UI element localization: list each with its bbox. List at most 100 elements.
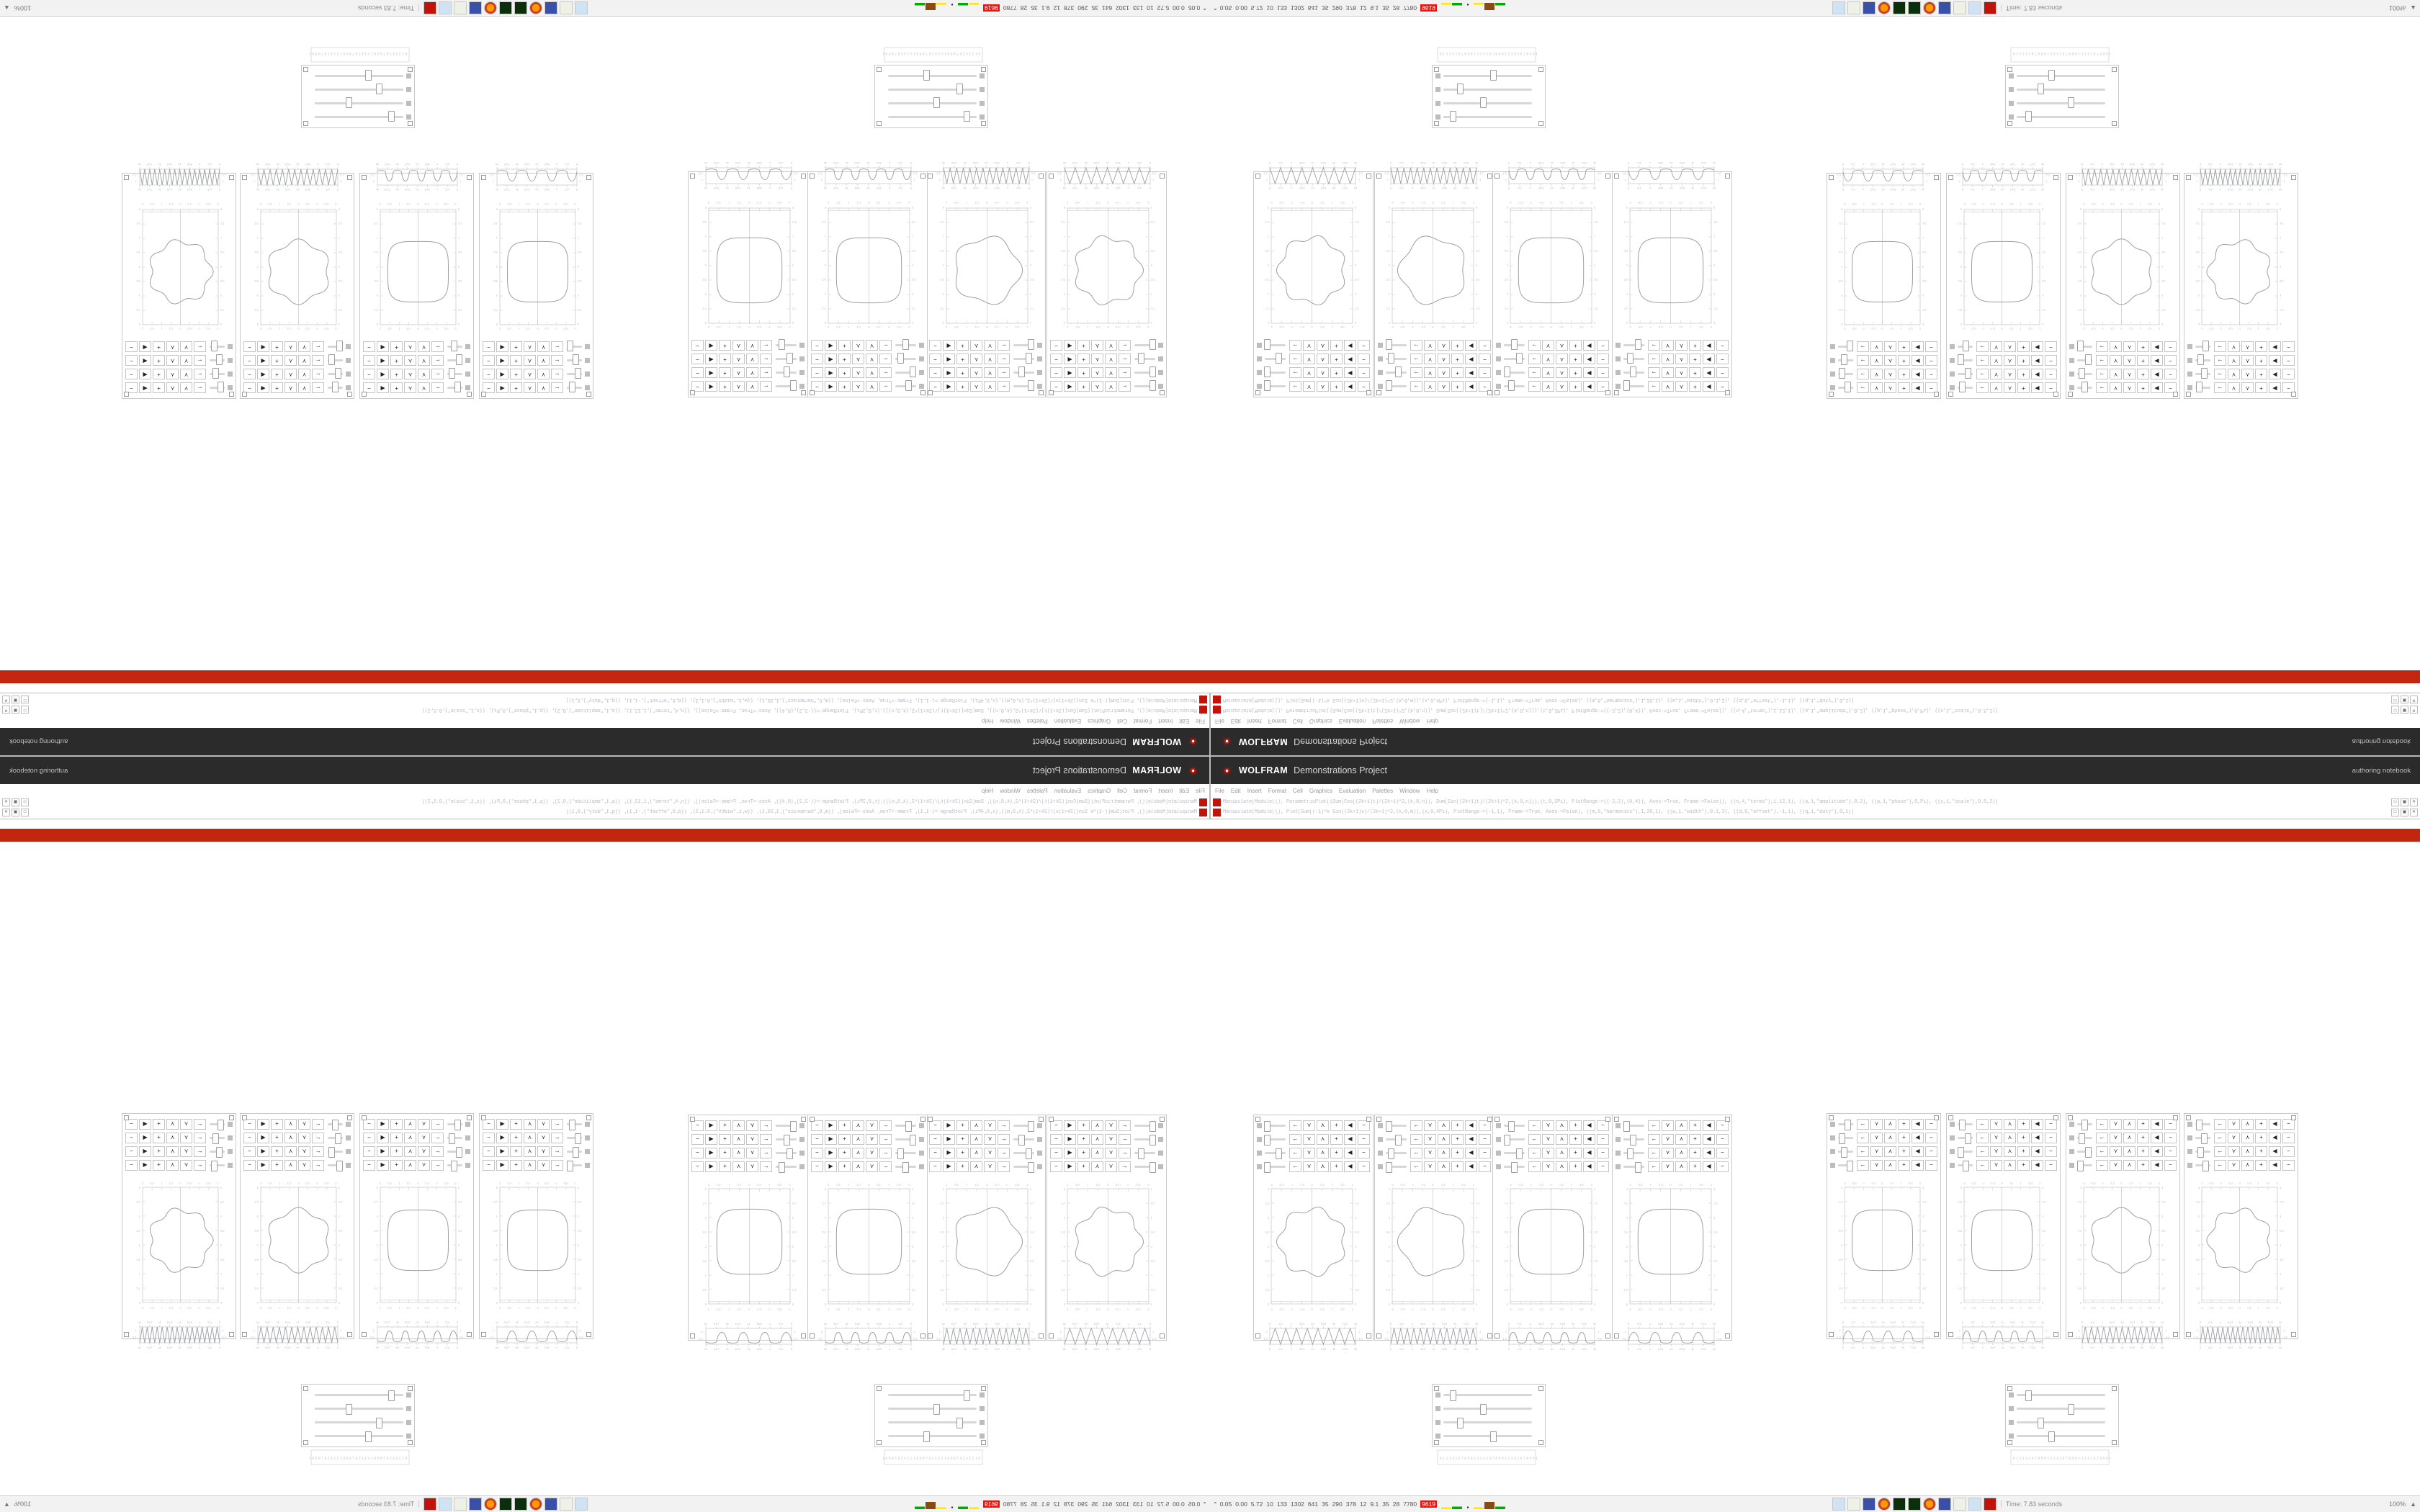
panel-resize-handle[interactable]: [1948, 392, 1953, 397]
slider-thumb[interactable]: [778, 339, 785, 351]
collapse-control-icon[interactable]: [228, 1135, 233, 1140]
manipulate-panel[interactable]: ← ⋎ ⋏ + ◀ − ← ⋎ ⋏ + ◀ − ← ⋎ ⋏ + ◀ − ← ⋎ ⋏ + ◀ −0 0 1/2 1/2 1 1 3/2 3/2…: [240, 1113, 354, 1349]
menu-item-insert[interactable]: Insert: [1158, 718, 1173, 724]
collapse-control-icon[interactable]: [1615, 343, 1621, 348]
slider-thumb[interactable]: [2197, 1146, 2205, 1158]
add-button[interactable]: +: [271, 382, 283, 394]
add-button[interactable]: +: [838, 381, 851, 392]
play-button[interactable]: ◀: [825, 367, 837, 379]
remove-button[interactable]: −: [811, 367, 823, 379]
slider-thumb[interactable]: [1275, 1148, 1282, 1159]
collapse-control-icon[interactable]: [1496, 343, 1501, 348]
slider-thumb[interactable]: [1623, 1120, 1631, 1132]
play-reverse-button[interactable]: ⋎: [866, 1133, 878, 1145]
collapse-control-icon[interactable]: [2187, 1135, 2192, 1140]
add-button[interactable]: +: [1451, 354, 1464, 365]
collapse-control-icon[interactable]: [465, 1121, 470, 1127]
play-reverse-button[interactable]: ⋎: [1105, 367, 1117, 379]
slider-track[interactable]: [1838, 368, 1853, 379]
menu-item-file[interactable]: File: [1215, 788, 1224, 794]
step-back-button[interactable]: ←: [879, 1161, 892, 1172]
manipulate-control-row[interactable]: ← ⋎ ⋏ + ◀ −: [1830, 368, 1937, 380]
slider-track[interactable]: [1013, 1161, 1035, 1173]
slider-thumb[interactable]: [572, 354, 579, 366]
remove-button[interactable]: −: [1479, 1147, 1491, 1158]
manipulate-control-row[interactable]: ← ⋎ ⋏ + ◀ −: [1496, 353, 1609, 365]
add-button[interactable]: +: [838, 1133, 851, 1145]
manipulate-controls[interactable]: ← ⋎ ⋏ + ◀ − ← ⋎ ⋏ + ◀ − ← ⋎ ⋏ + ◀ − ← ⋎ ⋏ + ◀ −: [689, 335, 807, 397]
play-forward-button[interactable]: ⋏: [166, 1146, 179, 1157]
manipulate-control-row[interactable]: [878, 84, 985, 96]
add-button[interactable]: +: [719, 381, 731, 392]
panel-resize-handle[interactable]: [810, 174, 815, 179]
play-reverse-button[interactable]: ⋎: [1424, 1120, 1436, 1131]
play-forward-button[interactable]: ⋏: [2123, 1132, 2136, 1143]
collapse-control-icon[interactable]: [919, 1150, 924, 1156]
play-button[interactable]: ◀: [377, 382, 389, 394]
animation-controls[interactable]: ← ⋎ ⋏ + ◀ −: [1050, 354, 1131, 365]
remove-button[interactable]: −: [1358, 354, 1370, 365]
cell-window-buttons[interactable]: □ ▣ ✕: [0, 696, 29, 704]
play-button[interactable]: ◀: [257, 1159, 269, 1171]
slider-thumb[interactable]: [1844, 382, 1851, 393]
slider-thumb[interactable]: [786, 1148, 793, 1159]
firefox-icon[interactable]: [1877, 1, 1891, 14]
manipulate-control-row[interactable]: ← ⋎ ⋏ + ◀ −: [2187, 1132, 2295, 1144]
wolfram-icon[interactable]: [424, 1, 437, 14]
manipulate-control-row[interactable]: ← ⋎ ⋏ + ◀ −: [363, 341, 470, 353]
manipulate-control-row[interactable]: ← ⋎ ⋏ + ◀ −: [929, 380, 1042, 392]
add-button[interactable]: +: [956, 1133, 969, 1145]
play-forward-button[interactable]: ⋏: [970, 1147, 982, 1158]
animation-controls[interactable]: ← ⋎ ⋏ + ◀ −: [2214, 1146, 2295, 1157]
collapse-control-icon[interactable]: [1037, 370, 1042, 376]
manipulate-control-row[interactable]: ← ⋎ ⋏ + ◀ −: [483, 1146, 590, 1158]
slider-track[interactable]: [895, 353, 916, 364]
menu-item-edit[interactable]: Edit: [1179, 718, 1190, 724]
play-reverse-button[interactable]: ⋎: [1990, 1118, 2002, 1130]
collapse-control-icon[interactable]: [2009, 1419, 2014, 1425]
remove-button[interactable]: −: [2282, 355, 2295, 366]
play-reverse-button[interactable]: ⋎: [537, 355, 550, 366]
remove-button[interactable]: −: [1597, 340, 1609, 351]
step-back-button[interactable]: ←: [1976, 1118, 1989, 1130]
manipulate-control-row[interactable]: ← ⋎ ⋏ + ◀ −: [363, 1132, 470, 1144]
play-reverse-button[interactable]: ⋎: [2228, 355, 2240, 366]
manipulate-control-row[interactable]: ← ⋎ ⋏ + ◀ −: [1830, 354, 1937, 366]
slider-track[interactable]: [315, 84, 403, 95]
slider-track[interactable]: [315, 70, 403, 81]
taskbar-center[interactable]: Time: 7.83 seconds: [1505, 1498, 2389, 1511]
taskbar[interactable]: ⌃ 0.05 0.00 5.72 10 133 1302 641 35 290 378 12 9.1 35…: [1210, 1495, 2420, 1512]
play-button[interactable]: ◀: [496, 382, 508, 394]
manipulate-controls[interactable]: ← ⋎ ⋏ + ◀ − ← ⋎ ⋏ + ◀ − ← ⋎ ⋏ + ◀ − ← ⋎ ⋏ + ◀ −: [1047, 1115, 1166, 1177]
menu-item-evaluation[interactable]: Evaluation: [1338, 718, 1366, 724]
add-button[interactable]: +: [1689, 1133, 1701, 1145]
manipulate-controls[interactable]: ← ⋎ ⋏ + ◀ − ← ⋎ ⋏ + ◀ − ← ⋎ ⋏ + ◀ − ← ⋎ ⋏ + ◀ −: [2184, 1114, 2298, 1176]
step-back-button[interactable]: ←: [431, 1159, 444, 1171]
add-button[interactable]: +: [2255, 341, 2267, 353]
step-back-button[interactable]: ←: [2096, 1118, 2108, 1130]
remove-button[interactable]: −: [2045, 341, 2057, 353]
remove-button[interactable]: −: [811, 1133, 823, 1145]
collapse-control-icon[interactable]: [585, 344, 590, 350]
collapse-control-icon[interactable]: [406, 1392, 411, 1398]
panel-resize-handle[interactable]: [981, 67, 986, 72]
manipulate-controls[interactable]: [875, 66, 987, 127]
play-forward-button[interactable]: ⋏: [732, 381, 745, 392]
animation-controls[interactable]: ← ⋎ ⋏ + ◀ −: [1528, 340, 1609, 351]
collapse-control-icon[interactable]: [465, 1135, 470, 1140]
collapse-control-icon[interactable]: [1950, 1162, 1955, 1168]
manipulate-control-row[interactable]: [1435, 1430, 1542, 1442]
step-back-button[interactable]: ←: [551, 1159, 563, 1171]
play-button[interactable]: ◀: [2269, 1146, 2281, 1157]
animation-controls[interactable]: ← ⋎ ⋏ + ◀ −: [363, 382, 444, 394]
remove-button[interactable]: −: [929, 1133, 941, 1145]
slider-thumb[interactable]: [1394, 366, 1402, 378]
collapse-control-icon[interactable]: [346, 358, 351, 364]
manipulate-controls[interactable]: ← ⋎ ⋏ + ◀ − ← ⋎ ⋏ + ◀ − ← ⋎ ⋏ + ◀ − ← ⋎ ⋏ + ◀ −: [1613, 1115, 1731, 1177]
slider-thumb[interactable]: [1963, 341, 1970, 352]
play-forward-button[interactable]: ⋏: [166, 369, 179, 380]
slider-thumb[interactable]: [1844, 1119, 1851, 1130]
add-button[interactable]: +: [719, 1147, 731, 1158]
manipulate-control-row[interactable]: ← ⋎ ⋏ + ◀ −: [1615, 1147, 1729, 1159]
slider-thumb[interactable]: [1264, 1161, 1271, 1173]
